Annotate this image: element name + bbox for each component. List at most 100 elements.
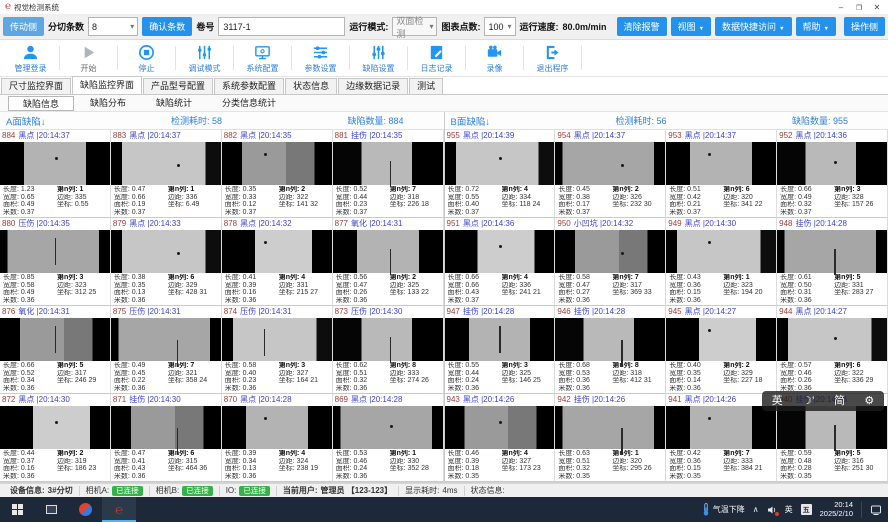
simplified-chinese-item[interactable]: 简	[833, 395, 845, 407]
defect-position: 第n列: 7 边距: 333 坐标: 384 21	[723, 450, 773, 481]
main-tab[interactable]: 系统参数配置	[214, 78, 285, 94]
defect-cell[interactable]: 883 黑点 |20:14:37 长度: 0.47 宽度: 0.66 面积: 0.19 米…	[110, 130, 222, 218]
defect-cell[interactable]: 947 挂伤 |20:14:28 长度: 0.55 宽度: 0.44 面积: 0.24 米…	[444, 306, 556, 394]
defect-cell[interactable]: 884 黑点 |20:14:37 长度: 1.23 宽度: 0.65 面积: 0.49 米…	[0, 130, 111, 218]
tool-button-camera[interactable]: 录像	[466, 43, 523, 74]
task-view-button[interactable]	[34, 497, 68, 522]
sub-tab[interactable]: 分类信息统计	[222, 97, 277, 108]
data-shortcut-menu-button[interactable]: 数据快捷访问	[715, 17, 792, 36]
run-mode-select[interactable]: 双面检测	[392, 16, 438, 39]
defect-cell[interactable]: 879 黑点 |20:14:33 长度: 0.38 宽度: 0.35 面积: 0.13 米…	[110, 218, 222, 306]
defect-cell[interactable]: 875 压伤 |20:14:31 长度: 0.49 宽度: 0.45 面积: 0.22 米…	[110, 306, 222, 394]
defect-cell[interactable]: 944 黑点 |20:14:27 长度: 0.57 宽度: 0.46 面积: 0.26 米…	[777, 306, 888, 394]
view-menu-button[interactable]: 视图	[670, 17, 712, 36]
tool-button-log[interactable]: 日志记录	[408, 43, 465, 74]
tool-button-stop[interactable]: 停止	[118, 43, 175, 74]
close-button[interactable]	[868, 1, 886, 14]
main-tab[interactable]: 尺寸监控界面	[1, 78, 72, 94]
tool-button-levels[interactable]: 缺陷设置	[350, 43, 407, 74]
defect-cell[interactable]: 948 挂伤 |20:14:28 长度: 0.61 宽度: 0.50 面积: 0.31 米…	[777, 218, 888, 306]
lang-en-item[interactable]: 英	[771, 395, 783, 407]
defect-cell[interactable]: 878 黑点 |20:14:32 长度: 0.41 宽度: 0.39 面积: 0.16 米…	[221, 218, 333, 306]
metric-line: 面积: 0.43	[113, 465, 146, 473]
margin-line: 边距: 324	[278, 457, 309, 465]
ime-icon[interactable]: 五	[800, 504, 812, 515]
defect-cell[interactable]: 942 挂伤 |20:14:26 长度: 0.63 宽度: 0.51 面积: 0.32 米…	[555, 394, 667, 482]
roll-number-input[interactable]	[218, 17, 346, 36]
defect-cell[interactable]: 881 挂伤 |20:14:35 长度: 0.52 宽度: 0.44 面积: 0.23 米…	[332, 130, 444, 218]
metric-line: 米数: 0.37	[558, 209, 590, 217]
defect-cell[interactable]: 954 黑点 |20:14:37 长度: 0.45 宽度: 0.38 面积: 0.17 米…	[555, 130, 667, 218]
defect-cell[interactable]: 871 挂伤 |20:14:30 长度: 0.47 宽度: 0.41 面积: 0.43 米…	[110, 394, 222, 482]
display-elapsed: 显示耗时: 4ms	[398, 485, 463, 496]
metric-line: 米数: 0.37	[780, 209, 812, 217]
tool-label: 停止	[138, 63, 155, 73]
defect-cell[interactable]: 953 黑点 |20:14:37 长度: 0.51 宽度: 0.42 面积: 0.21 米…	[666, 130, 778, 218]
weather-widget[interactable]: 气温下降	[703, 503, 745, 516]
defect-cell[interactable]: 872 黑点 |20:14:30 长度: 0.44 宽度: 0.37 面积: 0.16 米…	[0, 394, 111, 482]
defect-cell[interactable]: 955 黑点 |20:14:39 长度: 0.72 宽度: 0.55 面积: 0.40 米…	[444, 130, 556, 218]
night-mode-icon[interactable]: ☽’	[802, 395, 815, 407]
defect-cell[interactable]: 949 黑点 |20:14:30 长度: 0.43 宽度: 0.36 面积: 0.15 米…	[666, 218, 778, 306]
minimize-button[interactable]	[832, 1, 850, 14]
operate-side-button[interactable]: 操作侧	[843, 17, 885, 36]
maximize-button[interactable]	[850, 1, 868, 14]
drive-side-button[interactable]: 传动侧	[3, 17, 45, 36]
main-tab[interactable]: 缺陷监控界面	[72, 76, 143, 94]
tool-button-user[interactable]: 管理登录	[2, 43, 59, 74]
defect-cell[interactable]: 950 小凹坑 |20:14:32 长度: 0.58 宽度: 0.47 面积: 0.27…	[555, 218, 667, 306]
tool-button-exit[interactable]: 退出程序	[524, 43, 581, 74]
volume-icon[interactable]	[767, 505, 779, 516]
defect-thumbnail	[444, 405, 555, 449]
defect-cell[interactable]: 869 黑点 |20:14:28 长度: 0.53 宽度: 0.46 面积: 0.24 米…	[332, 394, 444, 482]
defect-cell[interactable]: 945 黑点 |20:14:27 长度: 0.40 宽度: 0.35 面积: 0.14 米…	[666, 306, 778, 394]
taskbar-app-vision-system[interactable]: ℮	[102, 497, 136, 522]
tool-button-play[interactable]: 开始	[60, 43, 117, 74]
help-menu-button[interactable]: 帮助	[795, 17, 836, 36]
defect-id: 874	[223, 307, 238, 316]
defect-cell[interactable]: 943 黑点 |20:14:26 长度: 0.46 宽度: 0.39 面积: 0.18 米…	[444, 394, 556, 482]
sub-tab[interactable]: 缺陷统计	[156, 97, 193, 108]
tool-label: 录像	[486, 63, 503, 73]
defect-cell[interactable]: 880 压伤 |20:14:35 长度: 0.85 宽度: 0.58 面积: 0.49 米…	[0, 218, 111, 306]
defect-cell[interactable]: 951 黑点 |20:14:36 长度: 0.66 宽度: 0.66 面积: 0.43 米…	[444, 218, 556, 306]
settings-gear-icon[interactable]: ⚙	[864, 395, 875, 407]
tool-button-sliders[interactable]: 调试模式	[176, 43, 233, 74]
chart-points-select[interactable]: 100	[484, 17, 516, 36]
defect-info: 长度: 0.72 宽度: 0.55 面积: 0.40 米数: 0.37 第n列: 4 边距…	[445, 185, 555, 217]
coord-line: 坐标: 232 30	[612, 201, 652, 209]
language-indicator[interactable]: 英	[784, 505, 793, 514]
clear-alarm-button[interactable]: 清除报警	[616, 17, 667, 36]
metric-line: 米数: 0.37	[224, 209, 257, 217]
defect-thumbnail	[777, 141, 887, 185]
defect-cell[interactable]: 946 挂伤 |20:14:28 长度: 0.68 宽度: 0.53 面积: 0.36 米…	[555, 306, 667, 394]
main-tab[interactable]: 产品型号配置	[143, 78, 214, 94]
tool-label: 缺陷设置	[362, 63, 395, 73]
main-tab[interactable]: 状态信息	[285, 78, 338, 94]
defect-cell[interactable]: 882 黑点 |20:14:35 长度: 0.35 宽度: 0.33 面积: 0.12 米…	[221, 130, 333, 218]
sub-tab[interactable]: 缺陷信息	[8, 95, 75, 111]
defect-cell[interactable]: 877 氧化 |20:14:31 长度: 0.56 宽度: 0.47 面积: 0.26 米…	[332, 218, 444, 306]
main-tab[interactable]: 边缘数据记录	[338, 78, 409, 94]
metric-line: 长度: 0.66	[780, 185, 812, 193]
defect-cell[interactable]: 874 压伤 |20:14:31 长度: 0.58 宽度: 0.40 面积: 0.23 米…	[221, 306, 333, 394]
tool-button-tune[interactable]: 参数设置	[292, 43, 349, 74]
taskbar-app-browser[interactable]	[68, 497, 102, 522]
defect-cell[interactable]: 873 压伤 |20:14:30 长度: 0.62 宽度: 0.51 面积: 0.32 米…	[332, 306, 444, 394]
main-tab[interactable]: 测试	[409, 78, 444, 94]
defect-cell[interactable]: 876 氧化 |20:14:31 长度: 0.66 宽度: 0.52 面积: 0.34 米…	[0, 306, 111, 394]
taskbar-clock[interactable]: 20:14 2025/2/10	[820, 500, 853, 518]
tray-expand-icon[interactable]: ∧	[752, 505, 759, 514]
defect-cell[interactable]: 952 黑点 |20:14:36 长度: 0.66 宽度: 0.49 面积: 0.32 米…	[777, 130, 888, 218]
sub-tab[interactable]: 缺陷分布	[90, 97, 127, 108]
start-button[interactable]	[0, 497, 34, 522]
defect-cell[interactable]: 870 黑点 |20:14:28 长度: 0.39 宽度: 0.34 面积: 0.13 米…	[221, 394, 333, 482]
notification-center-icon[interactable]	[870, 504, 882, 516]
confirm-count-button[interactable]: 确认条数	[142, 17, 193, 36]
slit-count-select[interactable]: 8	[88, 17, 139, 36]
metric-line: 宽度: 0.38	[558, 193, 590, 201]
metric-line: 面积: 0.31	[780, 289, 812, 297]
margin-line: 边距: 334	[501, 193, 532, 201]
tool-button-monitor[interactable]: 系统配置	[234, 43, 291, 74]
defect-cell[interactable]: 941 黑点 |20:14:26 长度: 0.42 宽度: 0.36 面积: 0.15 米…	[666, 394, 778, 482]
